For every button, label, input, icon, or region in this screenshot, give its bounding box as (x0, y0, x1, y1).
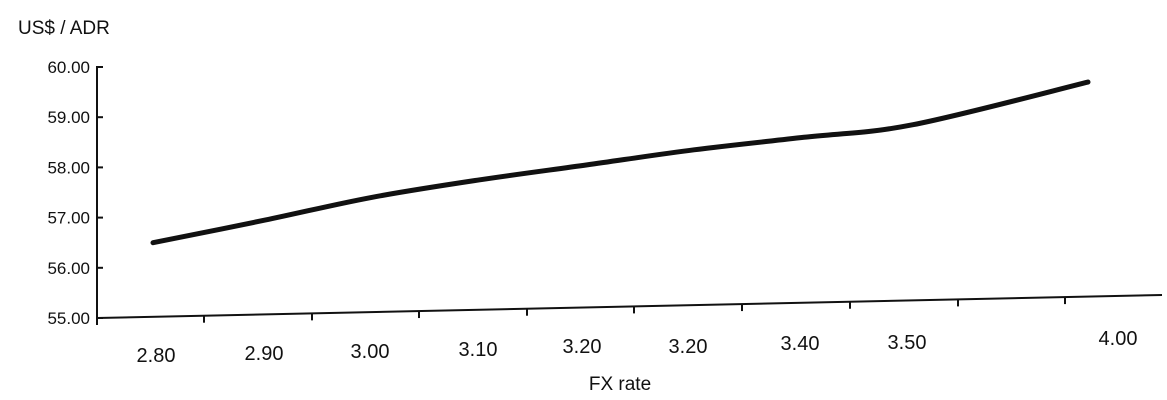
y-axis-label: US$ / ADR (18, 18, 110, 39)
x-tick-label: 3.20 (669, 336, 708, 358)
x-tick-label: 3.20 (563, 336, 602, 358)
x-tick-label: 3.50 (888, 332, 927, 354)
y-tick-label: 59.00 (47, 108, 90, 127)
x-axis: 2.80 2.90 3.00 3.10 3.20 3.20 3.40 3.50 4.00 (96, 294, 1163, 367)
x-tick-label: 3.10 (459, 339, 498, 361)
x-tick-label: 4.00 (1099, 328, 1138, 350)
y-tick-label: 57.00 (47, 209, 90, 228)
x-tick-label: 2.90 (245, 343, 284, 365)
series-layer (150, 79, 1091, 246)
y-tick-label: 55.00 (47, 309, 90, 328)
x-tick-label: 3.00 (351, 341, 390, 363)
x-axis-label: FX rate (589, 374, 651, 395)
y-tick-label: 56.00 (47, 259, 90, 278)
x-axis-line (96, 294, 1163, 319)
x-tick-label: 3.40 (781, 333, 820, 355)
y-axis: 55.00 56.00 57.00 58.00 59.00 60.00 (47, 58, 103, 328)
y-tick-label: 58.00 (47, 158, 90, 177)
series-line (150, 79, 1091, 246)
x-tick-label: 2.80 (137, 345, 176, 367)
y-tick-label: 60.00 (47, 58, 90, 77)
